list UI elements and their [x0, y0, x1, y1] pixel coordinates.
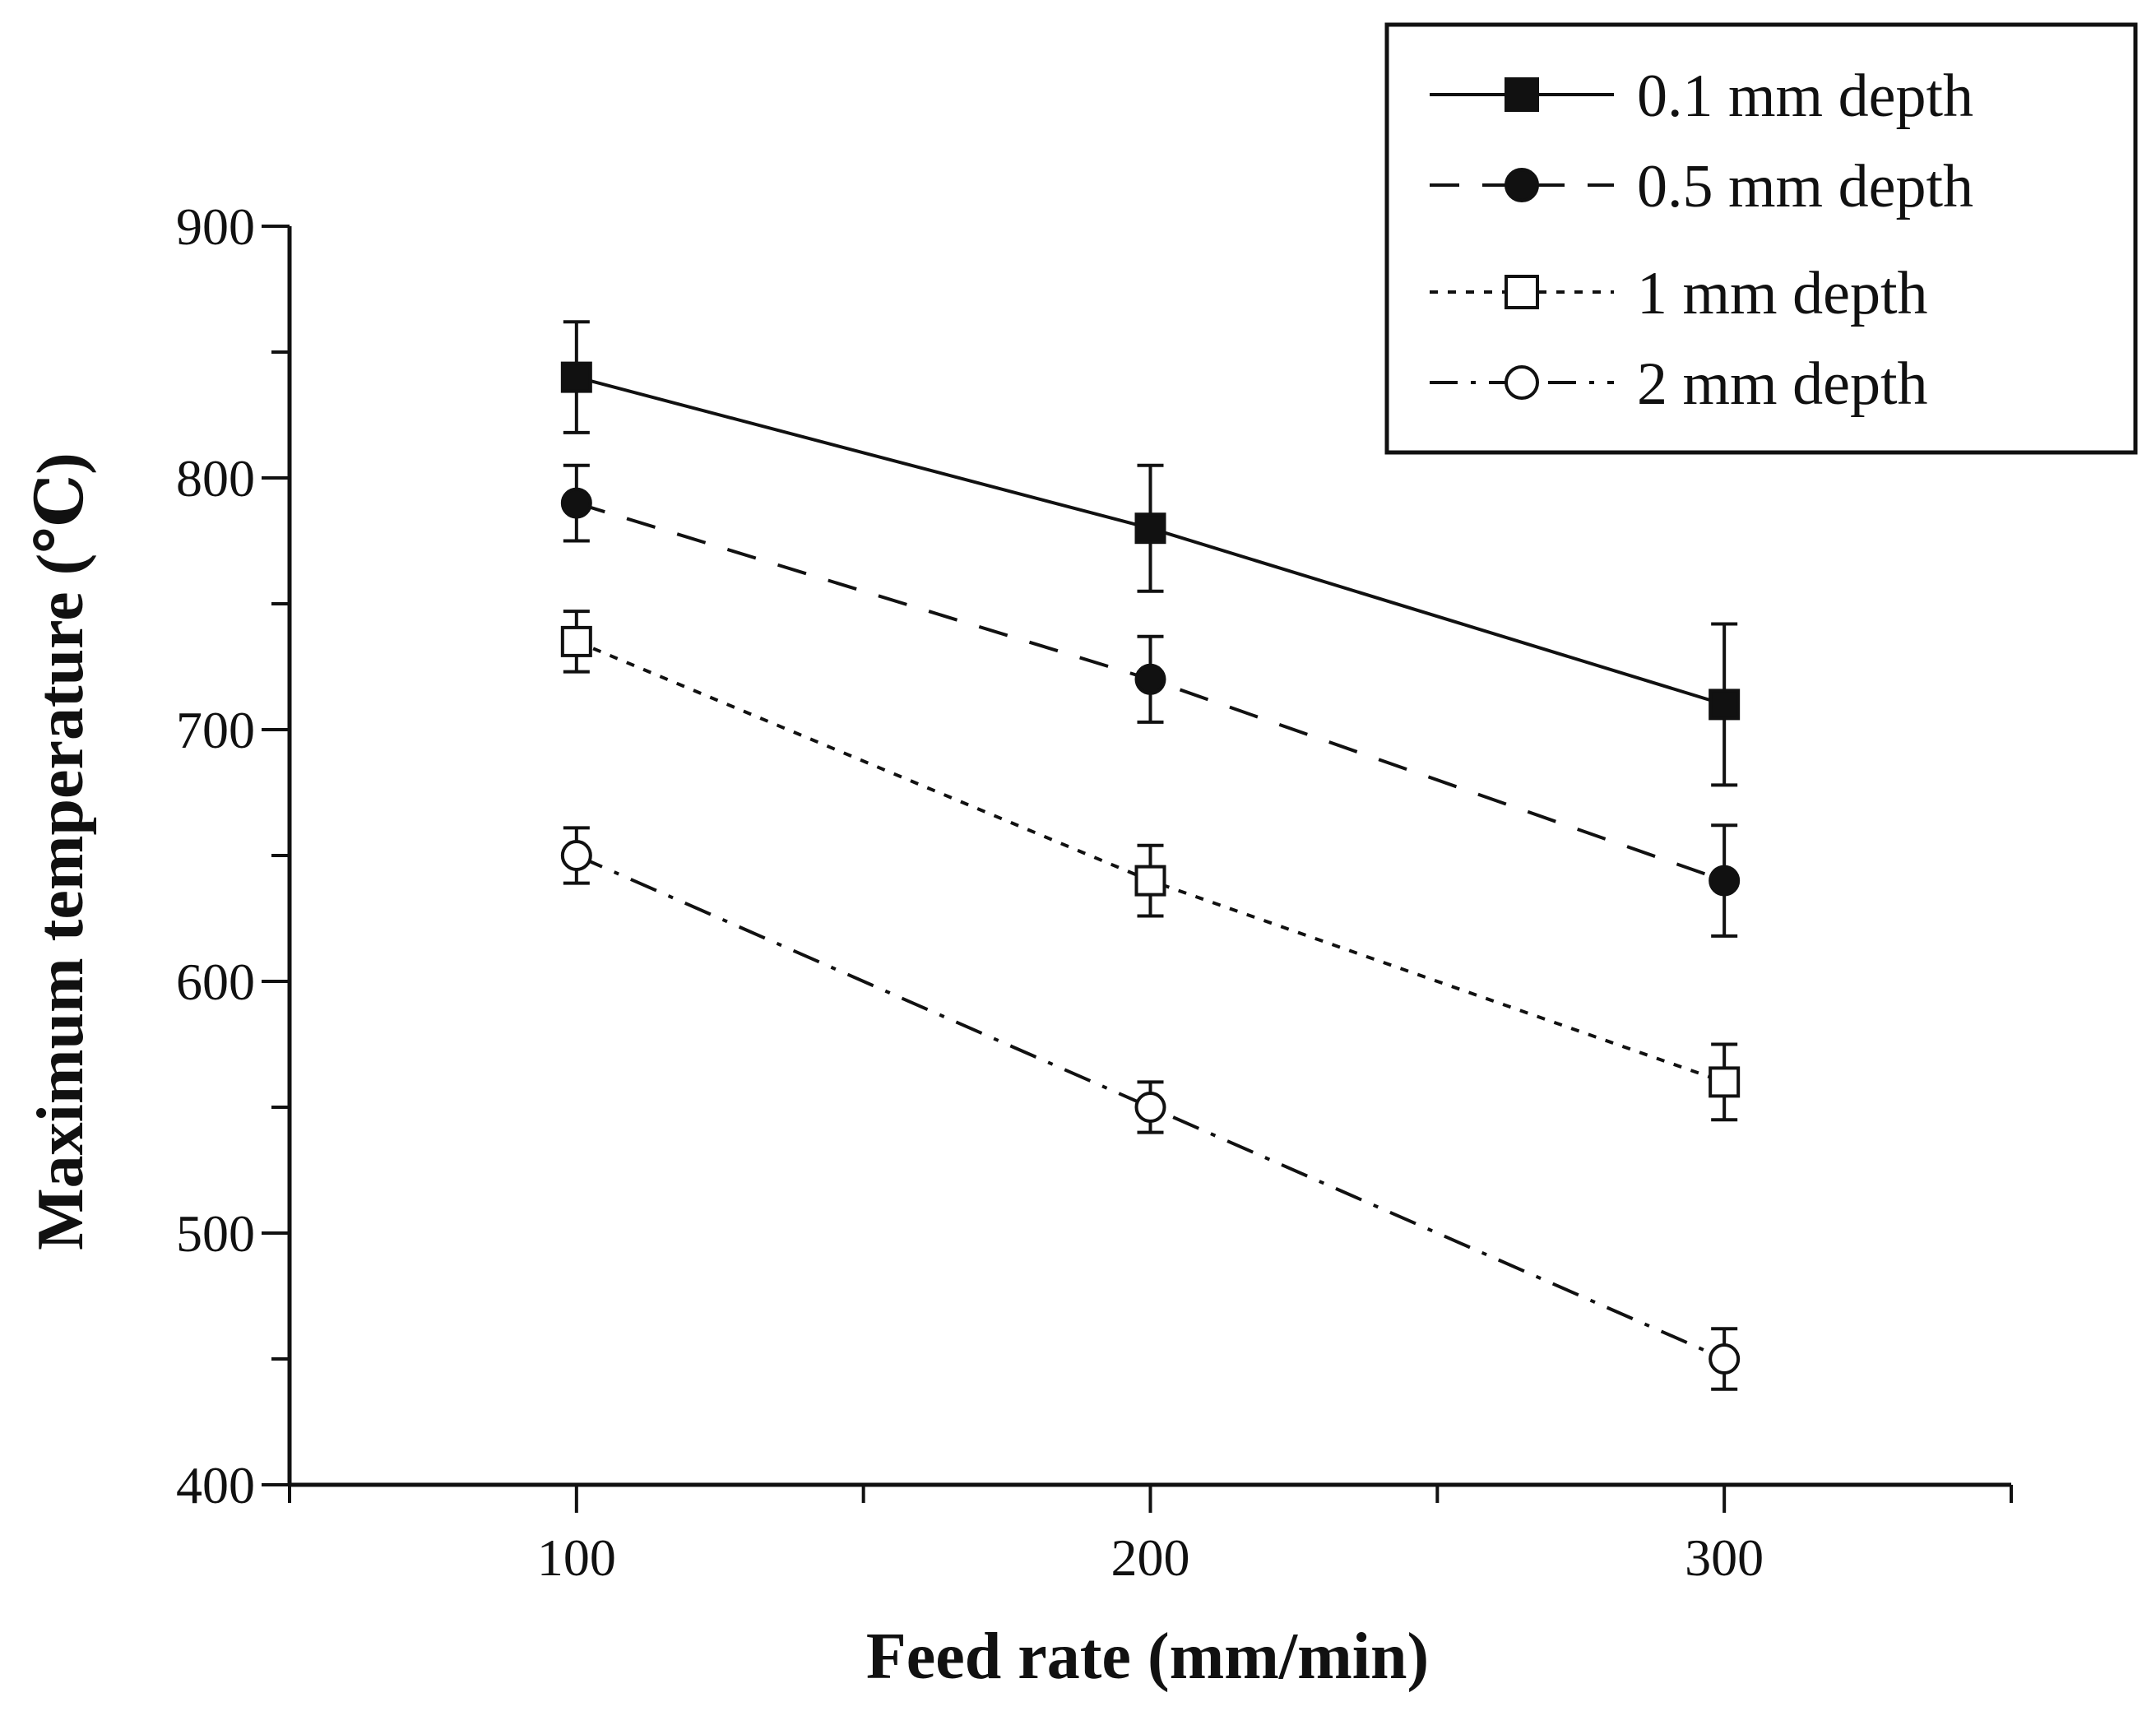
legend-entry-1: 0.1 mm depth: [1430, 63, 1973, 130]
y-tick-label: 700: [176, 701, 255, 759]
legend-label: 0.5 mm depth: [1637, 153, 1973, 220]
data-point: [1134, 1092, 1166, 1123]
legend-entry-2: 0.5 mm depth: [1430, 153, 1973, 220]
data-point: [1134, 512, 1166, 545]
series-2: [560, 463, 1741, 938]
legend-marker: [1505, 77, 1539, 112]
x-tick-label: 300: [1685, 1528, 1764, 1587]
y-axis-title: Maximum temperature (℃): [25, 452, 97, 1250]
data-point: [560, 361, 592, 393]
y-tick-label: 600: [176, 953, 255, 1011]
data-point: [1709, 865, 1741, 897]
data-point: [1709, 1066, 1741, 1098]
x-tick-label: 200: [1111, 1528, 1190, 1587]
x-axis-title: Feed rate (mm/min): [866, 1621, 1429, 1693]
series-1: [560, 320, 1741, 787]
data-point: [1134, 865, 1166, 897]
legend: 0.1 mm depth 0.5 mm depth 1 mm depth 2 mm d…: [1384, 22, 2138, 455]
series-4: [560, 826, 1741, 1391]
y-tick-label: 400: [176, 1456, 255, 1514]
legend-marker: [1505, 275, 1539, 309]
legend-marker: [1505, 365, 1539, 400]
data-point: [560, 840, 592, 871]
data-point: [1709, 689, 1741, 721]
data-point: [560, 625, 592, 657]
x-tick-label: 100: [537, 1528, 616, 1587]
y-tick-label: 900: [176, 197, 255, 256]
legend-entry-3: 1 mm depth: [1430, 260, 1928, 327]
legend-label: 1 mm depth: [1637, 260, 1928, 327]
series-layer: [560, 320, 1741, 1391]
legend-label: 2 mm depth: [1637, 350, 1928, 418]
legend-entry-4: 2 mm depth: [1430, 350, 1928, 418]
legend-marker: [1505, 168, 1539, 202]
series-3: [560, 610, 1741, 1122]
data-point: [560, 487, 592, 519]
legend-label: 0.1 mm depth: [1637, 63, 1973, 130]
y-tick-label: 800: [176, 449, 255, 508]
data-point: [1134, 663, 1166, 695]
axes: 400 500 600 700 800 900 100 200 300: [176, 197, 2013, 1587]
y-tick-label: 500: [176, 1204, 255, 1263]
data-point: [1709, 1343, 1741, 1375]
